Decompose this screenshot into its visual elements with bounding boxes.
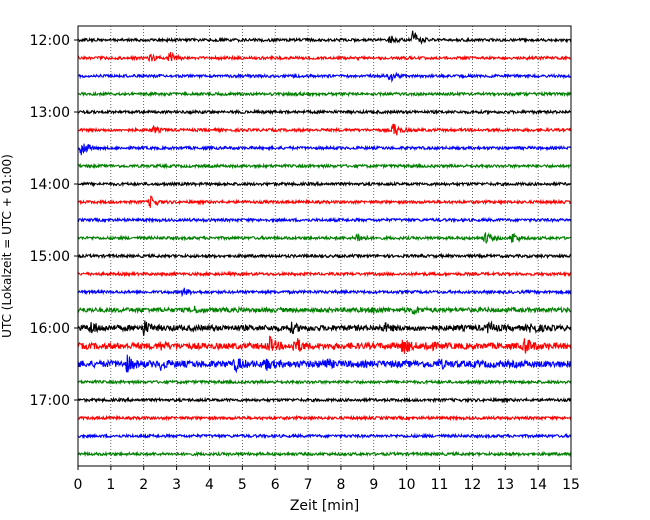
- trace-line: [77, 231, 572, 244]
- y-tick-label: 17:00: [30, 393, 70, 409]
- y-tick-label: 13:00: [30, 105, 70, 121]
- plot-frame: [77, 25, 572, 467]
- x-tick-label: 9: [369, 477, 378, 493]
- trace-line: [77, 305, 572, 316]
- x-tick-label: 3: [172, 477, 181, 493]
- x-tick-label: 11: [431, 477, 449, 493]
- trace-line: [77, 30, 572, 45]
- trace-line: [77, 162, 572, 170]
- trace-line: [77, 108, 572, 116]
- trace-line: [77, 270, 572, 278]
- x-tick-label: 12: [463, 477, 481, 493]
- y-axis-ticks: 12:00 13:00 14:00 15:00 16:00 17:00: [30, 33, 78, 409]
- x-tick-label: 0: [74, 477, 83, 493]
- x-tick-label: 10: [398, 477, 416, 493]
- x-axis-ticks: 0 1 2 3 4 5 6 7 8 9 10 11 12 13 14 15: [74, 466, 580, 493]
- y-tick-label: 12:00: [30, 33, 70, 49]
- x-tick-label: 7: [304, 477, 313, 493]
- x-tick-label: 13: [496, 477, 514, 493]
- trace-line: [77, 450, 572, 458]
- x-tick-label: 4: [205, 477, 214, 493]
- trace-line: [77, 90, 572, 98]
- y-axis-label: UTC (Lokalzeit = UTC + 01:00): [0, 154, 14, 338]
- trace-line: [77, 195, 572, 208]
- trace-line: [77, 432, 572, 440]
- x-tick-label: 5: [238, 477, 247, 493]
- trace-line: [77, 123, 572, 136]
- x-tick-label: 8: [336, 477, 345, 493]
- trace-line: [77, 354, 572, 374]
- trace-line: [77, 71, 572, 84]
- vertical-grid: [110, 26, 539, 466]
- y-tick-label: 15:00: [30, 249, 70, 265]
- x-tick-label: 14: [529, 477, 547, 493]
- trace-line: [77, 414, 572, 422]
- trace-line: [77, 320, 572, 336]
- trace-line: [77, 378, 572, 386]
- x-tick-label: 2: [139, 477, 148, 493]
- trace-line: [77, 287, 572, 298]
- trace-line: [77, 252, 572, 260]
- seismogram-traces: [77, 30, 572, 458]
- trace-line: [77, 335, 572, 354]
- trace-line: [77, 180, 572, 188]
- x-tick-label: 6: [271, 477, 280, 493]
- trace-line: [77, 51, 571, 63]
- trace-line: [77, 216, 572, 224]
- trace-line: [77, 396, 572, 404]
- trace-line: [77, 143, 572, 156]
- x-tick-label: 1: [106, 477, 115, 493]
- y-tick-label: 14:00: [30, 177, 70, 193]
- x-axis-label: Zeit [min]: [290, 498, 359, 514]
- y-tick-label: 16:00: [30, 321, 70, 337]
- x-tick-label: 15: [562, 477, 580, 493]
